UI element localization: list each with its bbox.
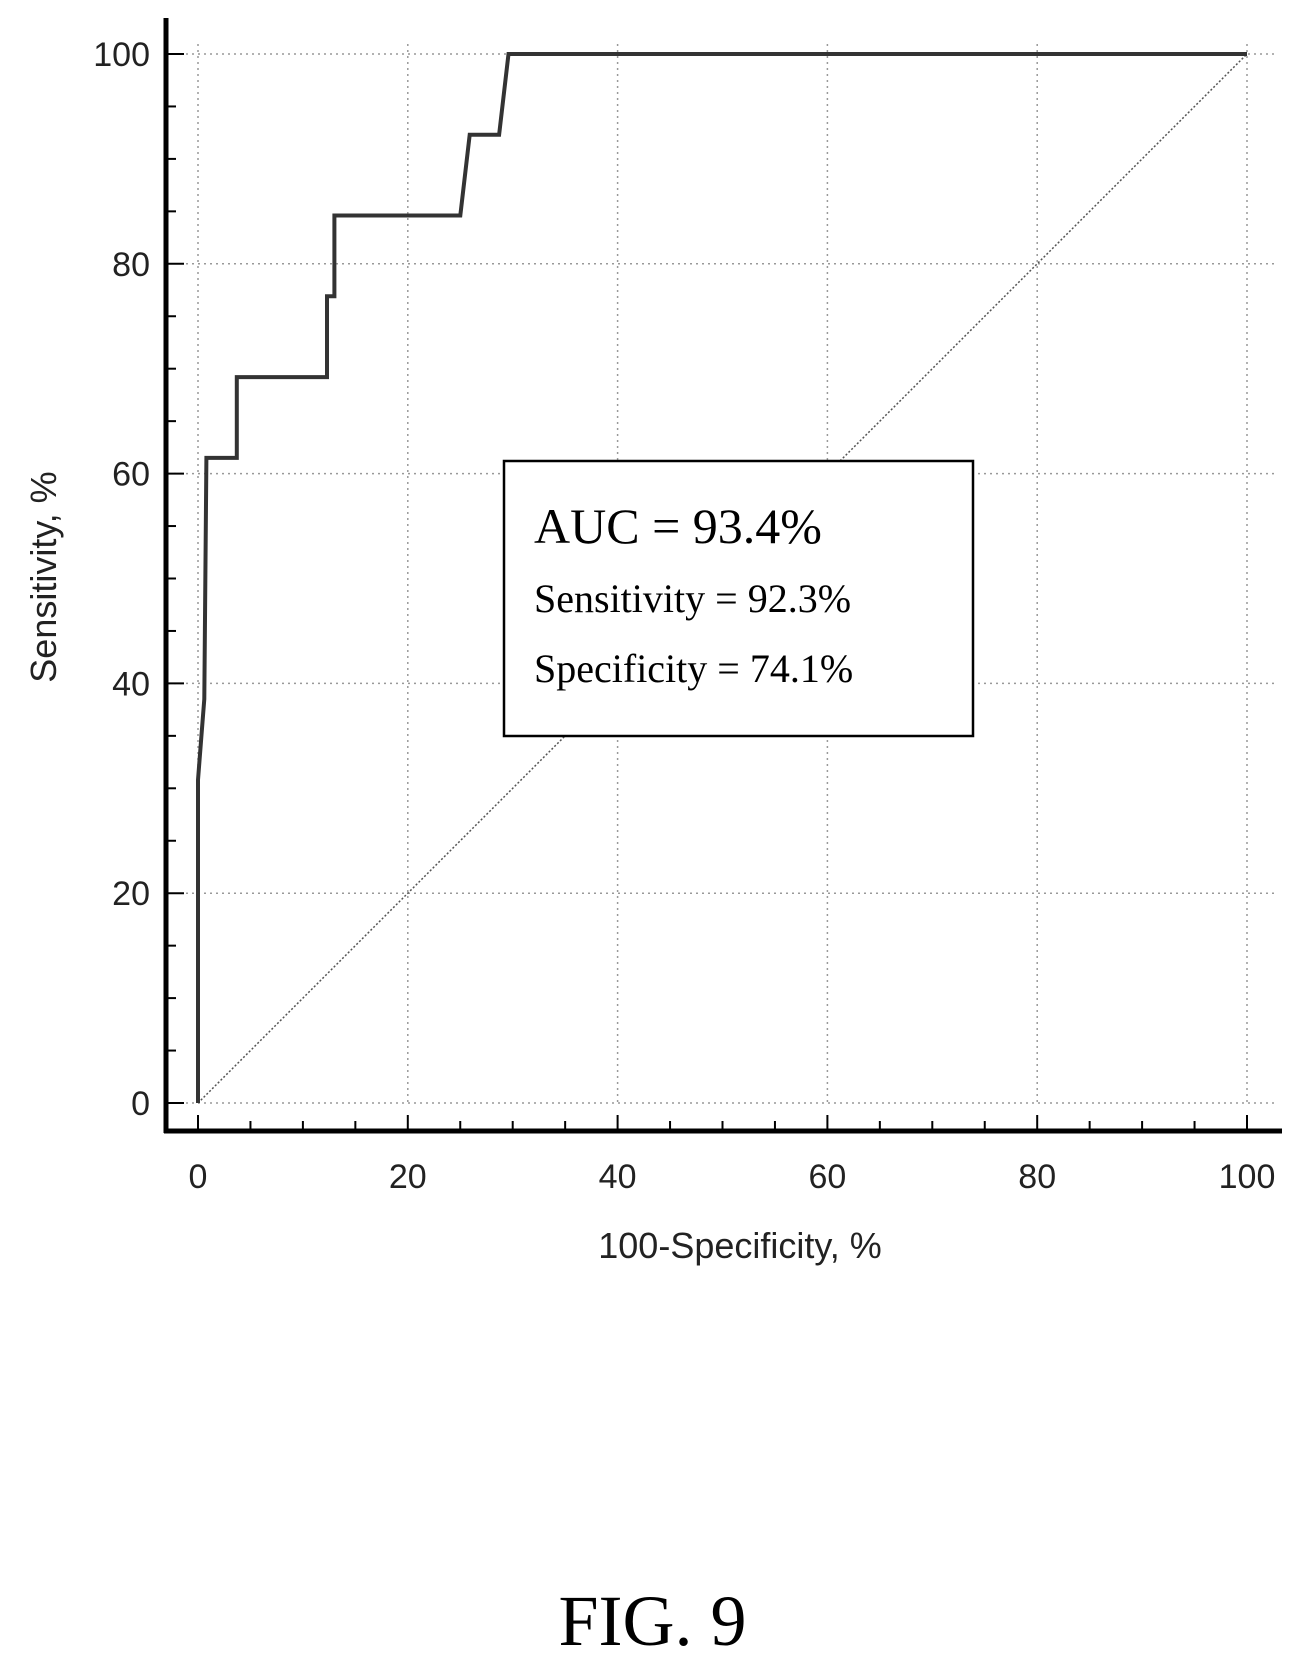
stats-box-border bbox=[502, 459, 975, 738]
y-tick-label: 80 bbox=[112, 246, 150, 284]
stats-box: AUC = 93.4% Sensitivity = 92.3% Specific… bbox=[502, 459, 975, 738]
y-axis-ticks: 0 20 40 60 80 100 bbox=[93, 36, 184, 1123]
y-tick-label: 20 bbox=[112, 875, 150, 913]
x-tick-label: 20 bbox=[389, 1158, 427, 1196]
x-axis-title: 100-Specificity, % bbox=[598, 1225, 881, 1266]
roc-chart: 0 20 40 60 80 100 0 20 40 60 80 100 100-Specificit… bbox=[23, 18, 1282, 1266]
y-tick-label: 40 bbox=[112, 665, 150, 703]
sensitivity-label: Sensitivity = 92.3% bbox=[534, 576, 851, 621]
auc-label: AUC = 93.4% bbox=[534, 498, 822, 554]
x-tick-label: 60 bbox=[808, 1158, 846, 1196]
x-tick-label: 0 bbox=[189, 1158, 208, 1196]
specificity-label: Specificity = 74.1% bbox=[534, 646, 853, 691]
y-tick-label: 100 bbox=[93, 36, 150, 74]
y-axis-title: Sensitivity, % bbox=[23, 471, 64, 682]
roc-curve-line bbox=[196, 52, 1247, 1103]
figure-caption: FIG. 9 bbox=[558, 1581, 747, 1661]
x-tick-label: 100 bbox=[1219, 1158, 1276, 1196]
y-tick-label: 0 bbox=[131, 1085, 150, 1123]
x-tick-label: 40 bbox=[599, 1158, 637, 1196]
y-tick-label: 60 bbox=[112, 456, 150, 494]
x-tick-label: 80 bbox=[1018, 1158, 1056, 1196]
x-axis-ticks: 0 20 40 60 80 100 bbox=[189, 1115, 1276, 1196]
